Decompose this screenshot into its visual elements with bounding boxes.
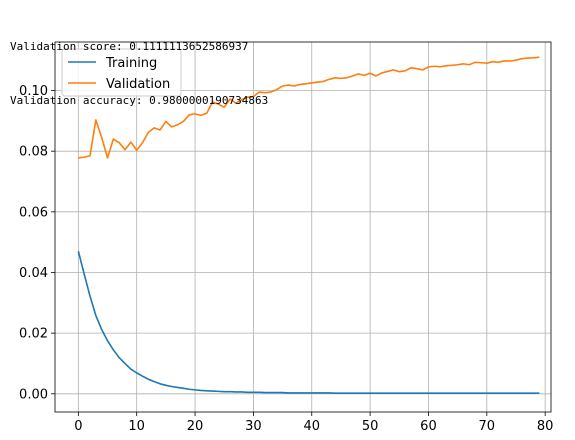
x-axis-ticks: 0 10 20 30 40 50 60 70 80 — [74, 412, 553, 434]
legend-label-validation: Validation — [106, 77, 170, 92]
y-tick-label: 0.06 — [19, 205, 48, 220]
x-tick-label: 40 — [303, 419, 320, 434]
x-tick-label: 10 — [128, 419, 145, 434]
series-line-validation — [78, 56, 540, 159]
x-tick-label: 30 — [245, 419, 262, 434]
validation-accuracy-line: Validation accuracy: 0.9800000190734863 — [10, 94, 269, 107]
legend-label-training: Training — [105, 56, 157, 71]
x-tick-label: 0 — [74, 419, 82, 434]
legend-box — [61, 48, 182, 97]
y-tick-label: 0.04 — [19, 266, 48, 281]
x-tick-label: 20 — [187, 419, 204, 434]
grid-lines — [55, 42, 551, 412]
y-axis-ticks: 0.00 0.02 0.04 0.06 0.08 0.10 — [19, 84, 55, 402]
y-tick-label: 0.10 — [19, 84, 48, 99]
plot-frame — [54, 41, 552, 413]
x-tick-label: 70 — [479, 419, 496, 434]
x-tick-label: 50 — [362, 419, 379, 434]
series-line-training — [77, 251, 540, 395]
y-tick-label: 0.08 — [19, 145, 48, 160]
legend: Training Validation — [61, 48, 182, 97]
x-tick-label: 60 — [420, 419, 437, 434]
console-output: Validation score: 0.1111113652586937 Val… — [10, 2, 268, 128]
series-layer — [77, 56, 540, 395]
y-tick-label: 0.02 — [19, 327, 48, 342]
y-tick-label: 0.00 — [19, 387, 48, 402]
validation-score-line: Validation score: 0.1111113652586937 — [10, 40, 249, 53]
x-tick-label: 80 — [537, 419, 554, 434]
